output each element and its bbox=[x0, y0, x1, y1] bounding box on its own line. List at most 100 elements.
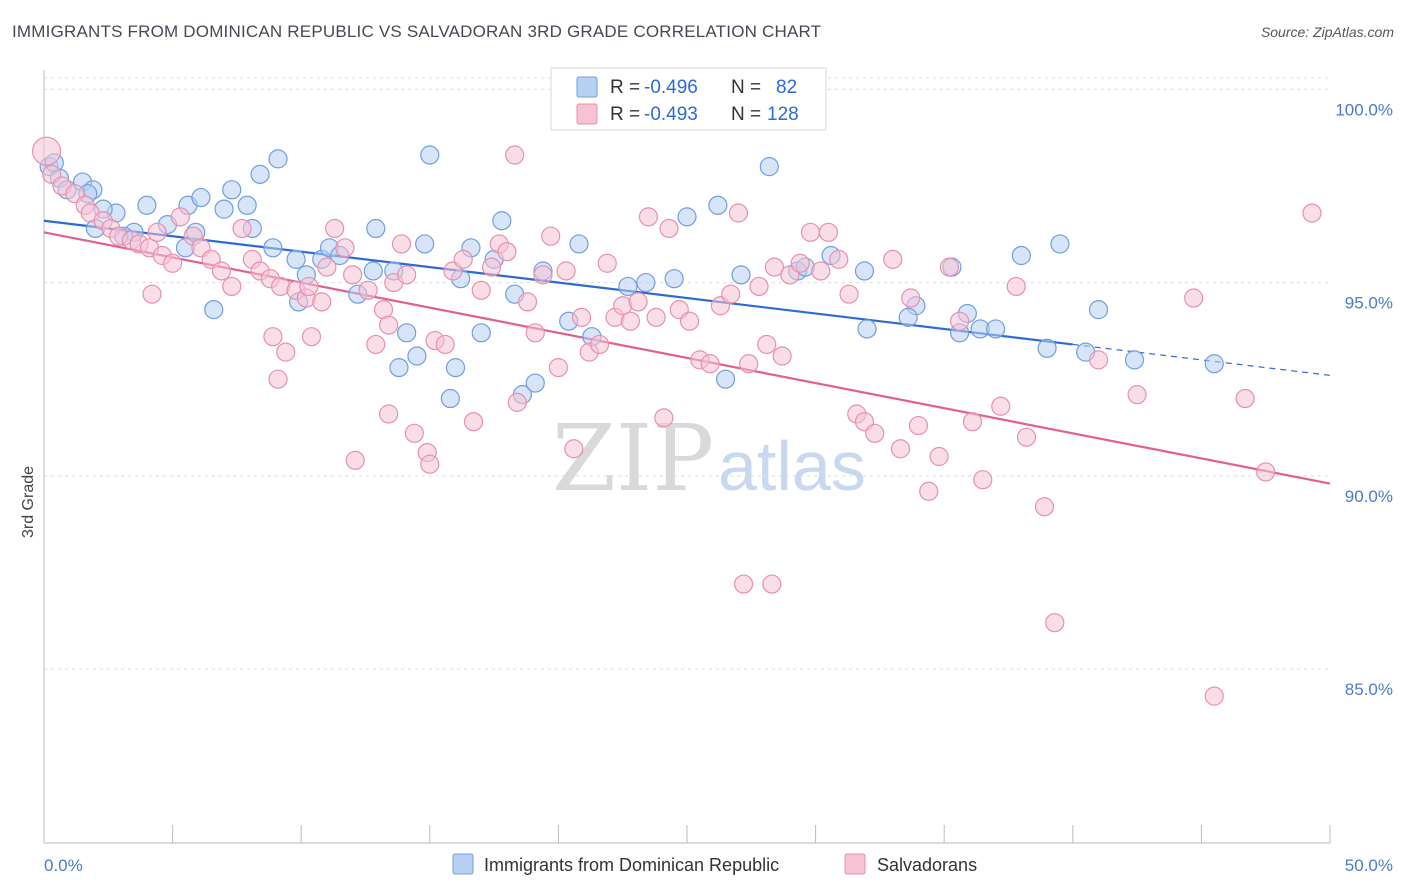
point-series-1-72 bbox=[638, 207, 659, 227]
point-series-1-126 bbox=[299, 276, 319, 297]
point-series-1-16 bbox=[170, 207, 190, 227]
point-series-1-64 bbox=[571, 307, 592, 327]
point-series-0-80 bbox=[204, 300, 224, 320]
point-series-1-91 bbox=[811, 261, 831, 281]
point-series-1-63 bbox=[564, 439, 584, 459]
point-series-0-32 bbox=[389, 358, 409, 378]
point-series-1-15 bbox=[163, 253, 183, 273]
point-series-1-33 bbox=[317, 257, 337, 277]
point-series-1-77 bbox=[679, 311, 700, 331]
gridlines bbox=[44, 77, 1330, 670]
point-series-1-55 bbox=[497, 242, 517, 262]
chart-source: Source: ZipAtlas.com bbox=[1260, 24, 1394, 40]
point-series-0-36 bbox=[407, 346, 427, 366]
legend-r-value-2: -0.493 bbox=[644, 104, 698, 125]
legend-swatch-pink bbox=[576, 103, 598, 125]
point-series-1-112 bbox=[1045, 613, 1065, 633]
point-series-1-57 bbox=[517, 292, 538, 312]
point-series-1-37 bbox=[345, 450, 365, 470]
y-tick-label-0: 85.0% bbox=[1345, 680, 1393, 699]
x-tick-label-1: 50.0% bbox=[1345, 856, 1393, 875]
point-series-1-99 bbox=[890, 439, 911, 459]
point-series-1-62 bbox=[556, 261, 576, 281]
point-series-1-12 bbox=[147, 222, 167, 242]
legend-r-label-2: R = bbox=[610, 104, 640, 125]
point-series-0-15 bbox=[214, 199, 234, 219]
point-series-1-121 bbox=[762, 574, 782, 594]
point-series-1-58 bbox=[525, 323, 545, 343]
point-series-0-43 bbox=[492, 211, 512, 231]
point-series-1-74 bbox=[654, 408, 674, 428]
axes bbox=[43, 70, 1331, 844]
point-series-1-41 bbox=[379, 315, 399, 335]
point-series-1-45 bbox=[404, 423, 424, 443]
point-series-1-21 bbox=[222, 276, 242, 297]
legend-r-value-1: -0.496 bbox=[644, 77, 698, 98]
point-series-1-79 bbox=[700, 354, 720, 374]
point-series-1-115 bbox=[1184, 288, 1204, 308]
point-series-1-104 bbox=[939, 257, 959, 277]
point-series-0-70 bbox=[986, 319, 1006, 339]
point-series-1-119 bbox=[1302, 203, 1322, 223]
point-series-0-21 bbox=[286, 249, 306, 269]
legend-n-value-1: 82 bbox=[776, 77, 797, 98]
point-series-1-43 bbox=[391, 234, 412, 254]
point-series-0-77 bbox=[1204, 354, 1224, 374]
point-series-1-73 bbox=[646, 307, 666, 327]
point-series-1-102 bbox=[919, 481, 939, 501]
point-series-0-37 bbox=[440, 388, 460, 409]
point-series-1-20 bbox=[211, 261, 232, 281]
point-series-1-106 bbox=[962, 412, 983, 432]
point-series-1-118 bbox=[1256, 462, 1276, 482]
x-tick-label-0: 0.0% bbox=[44, 856, 83, 875]
point-series-1-75 bbox=[659, 218, 679, 239]
point-series-0-17 bbox=[237, 195, 257, 215]
point-series-1-28 bbox=[276, 342, 296, 362]
point-series-1-71 bbox=[628, 292, 648, 312]
point-series-0-41 bbox=[471, 323, 491, 343]
point-series-1-90 bbox=[800, 222, 821, 242]
bottom-legend-label-1: Immigrants from Dominican Republic bbox=[484, 855, 779, 875]
point-series-1-50 bbox=[453, 249, 473, 269]
y-tick-label-2: 95.0% bbox=[1345, 294, 1393, 313]
legend-r-label-1: R = bbox=[610, 77, 640, 98]
point-series-1-51 bbox=[463, 412, 484, 432]
point-series-1-103 bbox=[929, 446, 949, 467]
point-series-0-14 bbox=[191, 187, 211, 208]
point-series-1-124 bbox=[420, 454, 440, 474]
point-series-0-65 bbox=[898, 307, 918, 327]
legend-n-label-2: N = bbox=[731, 104, 761, 125]
watermark-atlas: atlas bbox=[718, 427, 866, 505]
point-series-0-56 bbox=[715, 369, 736, 389]
point-series-0-72 bbox=[1037, 338, 1057, 358]
point-series-1-52 bbox=[471, 280, 491, 300]
data-points bbox=[31, 71, 1322, 706]
point-series-1-53 bbox=[481, 257, 502, 277]
point-series-1-32 bbox=[312, 292, 332, 312]
point-series-1-111 bbox=[1034, 497, 1055, 517]
trend-line-dashed-0 bbox=[1072, 343, 1331, 376]
point-series-1-107 bbox=[973, 470, 993, 490]
point-series-1-86 bbox=[764, 257, 785, 277]
point-series-1-56 bbox=[507, 392, 527, 412]
point-series-1-59 bbox=[533, 265, 553, 285]
point-series-1-14 bbox=[142, 284, 162, 304]
point-series-0-52 bbox=[636, 272, 656, 293]
point-series-1-22 bbox=[232, 218, 252, 239]
point-series-0-51 bbox=[618, 276, 638, 297]
point-series-1-120 bbox=[733, 574, 754, 594]
point-series-1-60 bbox=[541, 226, 561, 246]
chart-title: IMMIGRANTS FROM DOMINICAN REPUBLIC VS SA… bbox=[12, 22, 822, 41]
point-series-0-34 bbox=[415, 234, 435, 254]
point-series-0-33 bbox=[397, 323, 417, 343]
point-series-0-46 bbox=[525, 373, 545, 393]
point-series-1-31 bbox=[301, 327, 322, 347]
y-tick-labels: 85.0% 90.0% 95.0% 100.0% bbox=[1335, 100, 1393, 699]
point-series-0-16 bbox=[222, 180, 242, 200]
point-series-1-108 bbox=[991, 396, 1011, 416]
point-series-0-18 bbox=[250, 164, 270, 184]
point-series-0-57 bbox=[731, 265, 751, 285]
point-series-1-81 bbox=[721, 284, 741, 304]
point-series-1-94 bbox=[839, 284, 859, 304]
point-series-1-61 bbox=[548, 358, 569, 378]
